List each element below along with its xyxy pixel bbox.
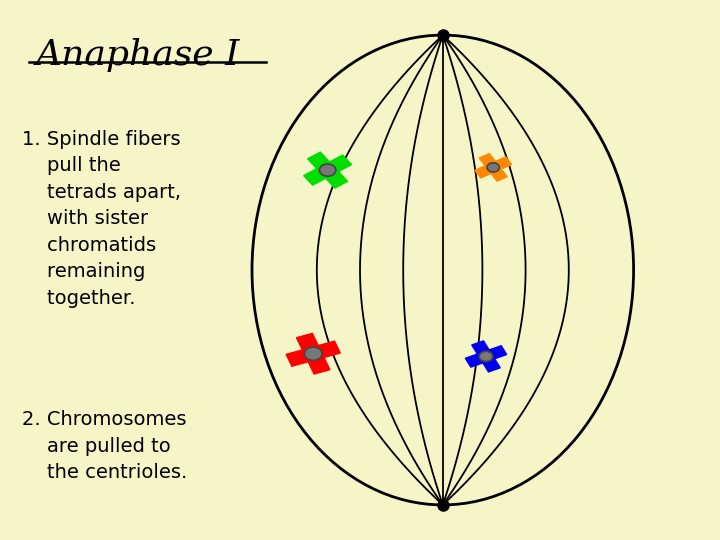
FancyArrow shape	[480, 154, 498, 170]
FancyArrow shape	[297, 333, 321, 356]
Ellipse shape	[480, 351, 493, 362]
Text: 2. Chromosomes
    are pulled to
    the centrioles.: 2. Chromosomes are pulled to the centrio…	[22, 410, 187, 482]
FancyArrow shape	[307, 152, 334, 173]
FancyArrow shape	[475, 164, 496, 178]
Ellipse shape	[487, 163, 500, 172]
FancyArrow shape	[483, 346, 507, 361]
FancyArrow shape	[286, 348, 316, 366]
Ellipse shape	[252, 35, 634, 505]
FancyArrow shape	[490, 157, 511, 171]
FancyArrow shape	[321, 167, 348, 188]
FancyArrow shape	[488, 165, 507, 181]
FancyArrow shape	[323, 155, 351, 175]
FancyArrow shape	[305, 352, 330, 374]
FancyArrow shape	[465, 352, 489, 367]
FancyArrow shape	[304, 165, 332, 185]
Ellipse shape	[305, 347, 322, 360]
Ellipse shape	[320, 164, 336, 176]
Text: 1. Spindle fibers
    pull the
    tetrads apart,
    with sister
    chromatids: 1. Spindle fibers pull the tetrads apart…	[22, 130, 181, 308]
FancyArrow shape	[472, 341, 492, 359]
FancyArrow shape	[310, 341, 341, 360]
FancyArrow shape	[480, 354, 500, 372]
Text: Anaphase I: Anaphase I	[36, 38, 240, 72]
